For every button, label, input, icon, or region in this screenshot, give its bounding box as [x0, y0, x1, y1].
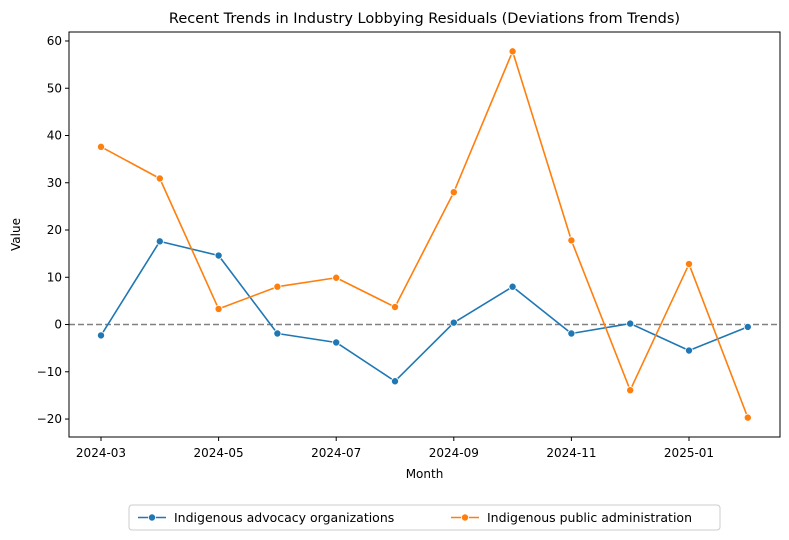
legend-label-2: Indigenous public administration — [487, 510, 692, 525]
series-1-point-2024-03 — [97, 331, 106, 340]
series-1-point-2024-05 — [214, 251, 223, 260]
series-1-point-2024-09 — [449, 318, 458, 327]
y-tick-label: 60 — [47, 34, 62, 48]
series-2-point-2024-11 — [567, 236, 576, 245]
plot-frame — [68, 31, 781, 438]
y-axis: −20 −10 0 10 20 30 40 50 60 — [37, 34, 69, 426]
y-tick-label: 50 — [47, 81, 62, 95]
y-tick-label: −20 — [37, 412, 62, 426]
chart-title: Recent Trends in Industry Lobbying Resid… — [169, 11, 680, 27]
legend-marker-1 — [147, 513, 156, 522]
series-1-point-2024-10 — [508, 282, 517, 291]
y-tick-label: 0 — [54, 318, 62, 332]
y-tick-label: 10 — [47, 270, 62, 284]
y-tick-label: 20 — [47, 223, 62, 237]
series-2-point-2024-06 — [273, 282, 282, 291]
x-tick-label: 2024-11 — [546, 446, 596, 460]
legend: Indigenous advocacy organizations Indigen… — [128, 504, 721, 531]
series-1-point-2024-07 — [332, 338, 341, 347]
series-1-point-2024-12 — [626, 319, 635, 328]
plot-area — [69, 47, 780, 422]
series-1-point-2024-04 — [155, 237, 164, 246]
x-axis-label: Month — [406, 467, 444, 481]
series-1-point-2024-06 — [273, 329, 282, 338]
series-2-point-2024-08 — [390, 303, 399, 312]
series-2-point-2024-05 — [214, 304, 223, 313]
y-tick-label: −10 — [37, 365, 62, 379]
series-line-2 — [100, 50, 749, 418]
series-2-point-2025-01 — [685, 260, 694, 269]
series-2-point-2024-04 — [155, 174, 164, 183]
series-2-point-2024-09 — [449, 188, 458, 197]
series-1-point-2025-02 — [743, 322, 752, 331]
series-2-point-2025-02 — [743, 413, 752, 422]
x-tick-label: 2025-01 — [664, 446, 714, 460]
series-2-point-2024-10 — [508, 47, 517, 56]
series-1-point-2024-08 — [390, 377, 399, 386]
x-axis: 2024-03 2024-05 2024-07 2024-09 2024-11 2025-… — [76, 437, 714, 460]
legend-frame — [128, 504, 721, 531]
series-2-point-2024-07 — [332, 273, 341, 282]
x-tick-label: 2024-05 — [194, 446, 244, 460]
legend-marker-2 — [460, 513, 469, 522]
x-tick-label: 2024-09 — [429, 446, 479, 460]
series-2-point-2024-12 — [626, 386, 635, 395]
x-tick-label: 2024-03 — [76, 446, 126, 460]
series-2-point-2024-03 — [97, 142, 106, 151]
y-axis-label: Value — [9, 218, 23, 251]
y-tick-label: 30 — [47, 176, 62, 190]
series-line-1 — [100, 240, 749, 383]
y-tick-label: 40 — [47, 129, 62, 143]
series-1-point-2025-01 — [685, 346, 694, 355]
series-1-point-2024-11 — [567, 329, 576, 338]
x-tick-label: 2024-07 — [311, 446, 361, 460]
legend-label-1: Indigenous advocacy organizations — [174, 510, 394, 525]
